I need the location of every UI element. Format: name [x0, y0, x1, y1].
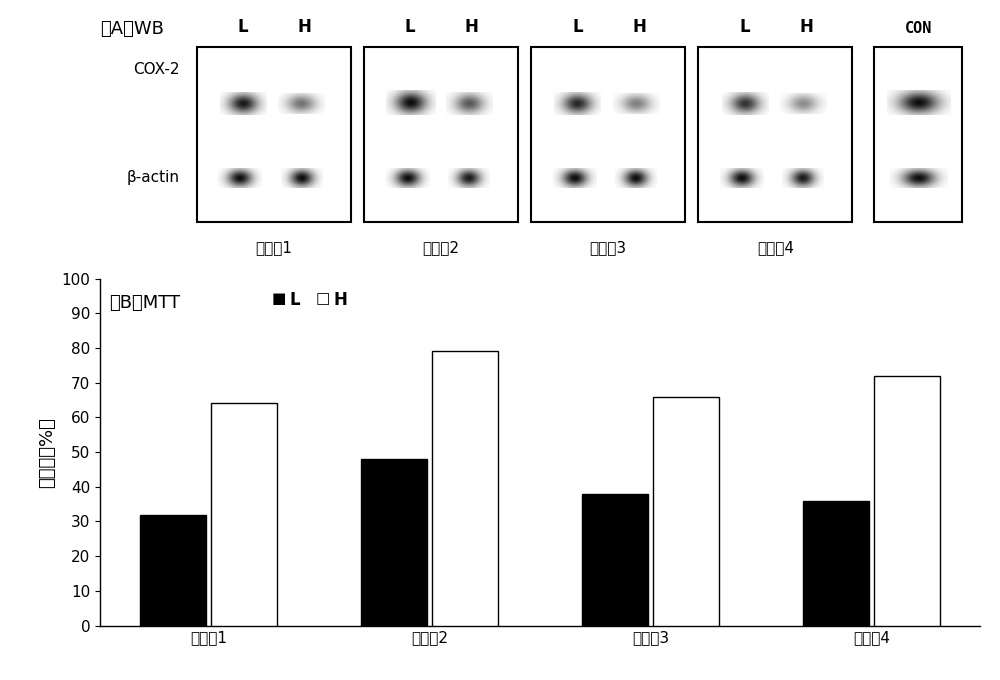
Bar — [582, 494, 648, 626]
Text: ■: ■ — [272, 291, 286, 306]
Text: L: L — [238, 18, 248, 36]
Bar — [364, 48, 518, 222]
Text: 衍生爇4: 衍生爇4 — [757, 240, 794, 255]
Text: H: H — [799, 18, 813, 36]
Text: H: H — [333, 292, 347, 309]
Y-axis label: 抑制率（%）: 抑制率（%） — [38, 417, 56, 488]
Text: L: L — [289, 292, 300, 309]
Bar — [531, 48, 685, 222]
Text: 衍生爇2: 衍生爇2 — [422, 240, 459, 255]
Text: （B）MTT: （B）MTT — [109, 294, 180, 312]
Bar — [874, 48, 962, 222]
Bar — [140, 515, 206, 626]
Text: 衍生爇1: 衍生爇1 — [255, 240, 292, 255]
Text: 衍生爇3: 衍生爇3 — [590, 240, 627, 255]
Text: L: L — [572, 18, 583, 36]
Text: □: □ — [316, 291, 330, 306]
Text: COX-2: COX-2 — [133, 62, 179, 77]
Text: H: H — [632, 18, 646, 36]
Text: L: L — [405, 18, 416, 36]
Bar — [432, 352, 498, 626]
Text: （A）WB: （A）WB — [100, 20, 164, 38]
Text: H: H — [465, 18, 479, 36]
Text: L: L — [739, 18, 750, 36]
Text: CON: CON — [905, 21, 932, 36]
Bar — [874, 376, 940, 626]
Bar — [698, 48, 852, 222]
Bar — [361, 459, 427, 626]
Bar — [211, 403, 277, 626]
Bar — [803, 500, 869, 626]
Text: β-actin: β-actin — [126, 169, 179, 185]
Bar — [197, 48, 351, 222]
Text: H: H — [298, 18, 312, 36]
Bar — [653, 396, 719, 626]
